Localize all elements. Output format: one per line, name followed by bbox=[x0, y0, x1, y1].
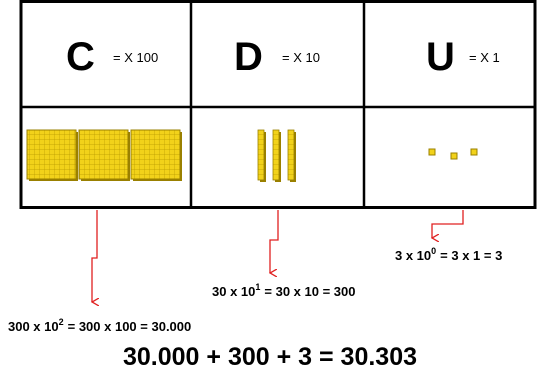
arrow bbox=[432, 210, 463, 238]
arrow bbox=[270, 210, 278, 273]
expression-base: 300 x 10 bbox=[8, 319, 59, 334]
column-letter: D bbox=[234, 35, 263, 79]
expression-exponent: 2 bbox=[59, 317, 64, 327]
ten-rods bbox=[258, 130, 296, 182]
hundred-blocks bbox=[27, 130, 182, 181]
total-equation: 30.000 + 300 + 3 = 30.303 bbox=[123, 343, 417, 371]
place-value-diagram: C = X 100 D = X 10 U = X 1 3 x 100 = 3 x … bbox=[0, 0, 537, 384]
column-letter: U bbox=[426, 35, 455, 79]
expression-base: 3 x 10 bbox=[395, 248, 431, 263]
column-multiplier: = X 10 bbox=[282, 50, 320, 65]
expression-rest: = 30 x 10 = 300 bbox=[264, 284, 355, 299]
arrow bbox=[92, 210, 97, 302]
expression-exponent: 1 bbox=[255, 282, 260, 292]
column-multiplier: = X 100 bbox=[113, 50, 158, 65]
expression: 30 x 101 = 30 x 10 = 300 bbox=[212, 282, 355, 299]
expression: 300 x 102 = 300 x 100 = 30.000 bbox=[8, 317, 191, 334]
expression-rest: = 3 x 1 = 3 bbox=[440, 248, 502, 263]
expression-exponent: 0 bbox=[431, 246, 436, 256]
expression-rest: = 300 x 100 = 30.000 bbox=[68, 319, 192, 334]
expression-base: 30 x 10 bbox=[212, 284, 255, 299]
unit-cubes bbox=[429, 149, 477, 159]
expression: 3 x 100 = 3 x 1 = 3 bbox=[395, 246, 502, 263]
column-multiplier: = X 1 bbox=[469, 50, 500, 65]
column-letter: C bbox=[66, 35, 95, 79]
